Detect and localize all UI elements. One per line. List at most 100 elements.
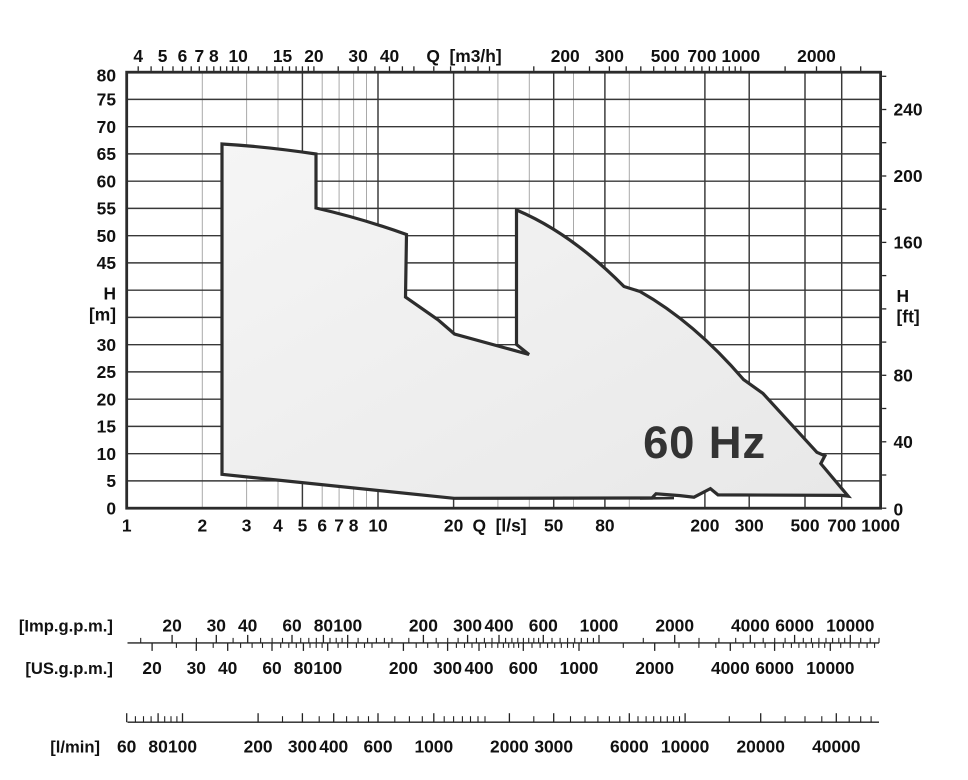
svg-text:10: 10: [97, 444, 116, 464]
svg-text:2000: 2000: [797, 46, 836, 66]
svg-text:300: 300: [288, 737, 317, 757]
svg-text:40000: 40000: [812, 737, 860, 757]
svg-text:20000: 20000: [737, 737, 785, 757]
svg-text:20: 20: [97, 389, 116, 409]
svg-text:25: 25: [97, 362, 117, 382]
svg-text:10000: 10000: [806, 658, 854, 678]
svg-text:55: 55: [97, 199, 117, 219]
svg-text:[US.g.p.m.]: [US.g.p.m.]: [25, 659, 113, 678]
svg-text:600: 600: [509, 658, 538, 678]
svg-text:80: 80: [314, 616, 333, 636]
svg-text:4: 4: [133, 46, 143, 66]
svg-text:160: 160: [894, 233, 923, 253]
svg-text:65: 65: [97, 144, 117, 164]
svg-text:100: 100: [168, 737, 197, 757]
svg-text:40: 40: [238, 616, 257, 636]
svg-text:200: 200: [551, 46, 580, 66]
svg-text:80: 80: [97, 65, 116, 85]
svg-text:300: 300: [595, 46, 624, 66]
svg-text:50: 50: [97, 226, 116, 246]
svg-text:200: 200: [409, 616, 438, 636]
svg-text:60: 60: [262, 658, 281, 678]
svg-text:200: 200: [389, 658, 418, 678]
svg-text:[Imp.g.p.m.]: [Imp.g.p.m.]: [19, 617, 113, 636]
svg-text:1000: 1000: [861, 516, 900, 536]
svg-text:0: 0: [106, 498, 116, 518]
svg-text:Q [l/s]: Q [l/s]: [472, 516, 526, 536]
svg-text:400: 400: [484, 616, 513, 636]
svg-text:20: 20: [444, 516, 463, 536]
svg-text:45: 45: [97, 253, 117, 273]
svg-text:6000: 6000: [775, 616, 814, 636]
svg-text:3: 3: [242, 516, 252, 536]
svg-text:60: 60: [117, 737, 136, 757]
svg-text:8: 8: [349, 516, 359, 536]
svg-text:600: 600: [363, 737, 392, 757]
svg-text:70: 70: [97, 117, 116, 137]
svg-text:10: 10: [229, 46, 248, 66]
svg-text:500: 500: [790, 516, 819, 536]
svg-text:5: 5: [106, 471, 116, 491]
svg-text:60 Hz: 60 Hz: [643, 417, 766, 468]
svg-text:100: 100: [313, 658, 342, 678]
svg-text:15: 15: [273, 46, 293, 66]
svg-text:4000: 4000: [711, 658, 750, 678]
svg-text:8: 8: [209, 46, 219, 66]
svg-text:60: 60: [282, 616, 301, 636]
svg-text:40: 40: [894, 432, 913, 452]
svg-text:10000: 10000: [661, 737, 709, 757]
svg-text:Q [m3/h]: Q [m3/h]: [426, 46, 501, 66]
svg-text:[l/min]: [l/min]: [50, 738, 100, 757]
svg-text:1000: 1000: [580, 616, 619, 636]
svg-text:[ft]: [ft]: [897, 307, 920, 327]
svg-text:15: 15: [97, 417, 117, 437]
svg-text:20: 20: [162, 616, 181, 636]
svg-text:1000: 1000: [560, 658, 599, 678]
svg-text:40: 40: [218, 658, 237, 678]
svg-text:200: 200: [690, 516, 719, 536]
svg-text:30: 30: [207, 616, 226, 636]
svg-text:H: H: [897, 286, 910, 306]
svg-text:1: 1: [122, 516, 132, 536]
svg-text:400: 400: [319, 737, 348, 757]
svg-text:2: 2: [197, 516, 207, 536]
svg-text:80: 80: [595, 516, 614, 536]
svg-text:6000: 6000: [755, 658, 794, 678]
svg-text:400: 400: [464, 658, 493, 678]
svg-text:7: 7: [194, 46, 204, 66]
svg-text:20: 20: [142, 658, 161, 678]
svg-text:6: 6: [178, 46, 188, 66]
svg-text:60: 60: [97, 171, 116, 191]
svg-text:10: 10: [368, 516, 387, 536]
svg-text:2000: 2000: [490, 737, 529, 757]
svg-text:2000: 2000: [635, 658, 674, 678]
svg-text:7: 7: [334, 516, 344, 536]
svg-text:50: 50: [544, 516, 563, 536]
svg-text:100: 100: [333, 616, 362, 636]
svg-text:4: 4: [273, 516, 283, 536]
svg-text:300: 300: [735, 516, 764, 536]
svg-text:30: 30: [187, 658, 206, 678]
svg-text:30: 30: [97, 335, 116, 355]
svg-text:20: 20: [304, 46, 323, 66]
svg-text:6: 6: [317, 516, 327, 536]
svg-text:30: 30: [348, 46, 367, 66]
svg-text:5: 5: [158, 46, 168, 66]
svg-text:80: 80: [294, 658, 313, 678]
svg-text:5: 5: [298, 516, 308, 536]
svg-text:80: 80: [148, 737, 167, 757]
svg-text:6000: 6000: [610, 737, 649, 757]
svg-text:600: 600: [529, 616, 558, 636]
svg-text:4000: 4000: [731, 616, 770, 636]
svg-text:40: 40: [380, 46, 399, 66]
svg-text:200: 200: [244, 737, 273, 757]
svg-text:240: 240: [894, 100, 923, 120]
svg-text:500: 500: [651, 46, 680, 66]
svg-text:300: 300: [433, 658, 462, 678]
svg-text:300: 300: [453, 616, 482, 636]
svg-text:0: 0: [894, 500, 904, 520]
svg-text:H: H: [103, 284, 116, 304]
svg-text:1000: 1000: [721, 46, 760, 66]
svg-text:80: 80: [894, 366, 913, 386]
svg-text:75: 75: [97, 90, 117, 110]
